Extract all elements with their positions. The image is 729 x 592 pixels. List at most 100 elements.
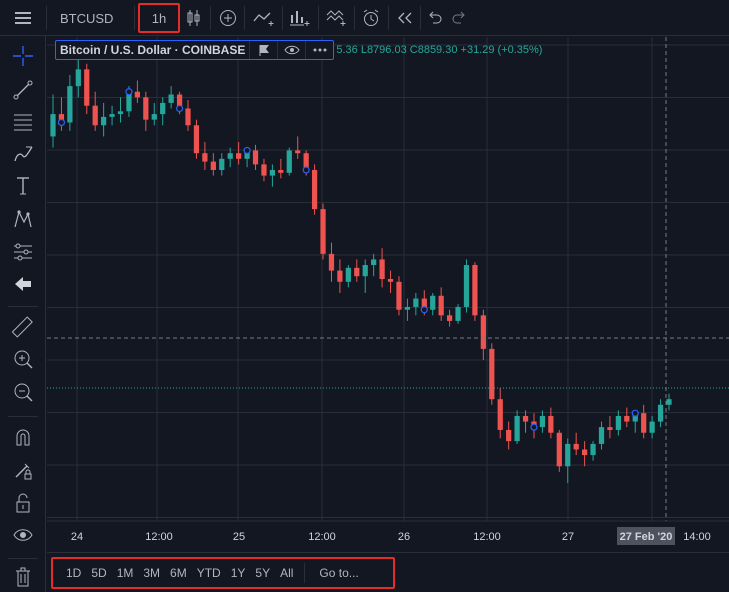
candle-72: [657, 399, 664, 428]
time-axis-label-3: 12:00: [308, 531, 336, 543]
add-indicator-icon[interactable]: [214, 0, 242, 36]
trendline-icon[interactable]: [0, 73, 46, 107]
crosshair-time-label: 27 Feb '20: [620, 531, 673, 543]
price-chart[interactable]: 24 12:00 25 12:00 26 12:00 27 14:00 27 Feb '20: [47, 37, 729, 549]
undo-icon[interactable]: [424, 0, 446, 36]
candle-58: [539, 410, 546, 433]
brush-icon[interactable]: [0, 137, 46, 171]
interval-label: 1h: [151, 10, 167, 26]
indicators-icon[interactable]: [284, 0, 316, 36]
ohlc-values: 5.36 L8796.03 C8859.30 +31.29 (+0.35%): [336, 44, 543, 56]
candle-body: [244, 150, 250, 159]
magnet-icon[interactable]: [0, 420, 46, 454]
fib-icon[interactable]: [0, 105, 46, 139]
drawing-toolbar: [0, 36, 46, 592]
chart-canvas[interactable]: 24 12:00 25 12:00 26 12:00 27 14:00 27 Feb '20: [47, 37, 729, 549]
symbol-description: Bitcoin / U.S. Dollar · COINBASE: [60, 43, 246, 57]
replay-icon[interactable]: [392, 0, 418, 36]
candle-body: [101, 116, 107, 126]
candle-20: [219, 153, 225, 176]
eye-icon[interactable]: [277, 41, 305, 59]
range-button-1d[interactable]: 1D: [66, 566, 82, 580]
range-button-5d[interactable]: 5D: [91, 566, 107, 580]
trash-icon[interactable]: [0, 560, 46, 592]
candle-body: [84, 69, 90, 106]
interval-button[interactable]: 1h: [138, 3, 180, 33]
range-button-6m[interactable]: 6M: [170, 566, 187, 580]
event-marker-6: [530, 423, 538, 431]
ruler-icon[interactable]: [0, 310, 46, 344]
candle-52: [489, 343, 495, 405]
goto-date-button[interactable]: Go to...: [304, 563, 359, 583]
candle-body: [387, 279, 394, 282]
candle-37: [362, 259, 368, 293]
range-button-all[interactable]: All: [280, 566, 294, 580]
candle-64: [590, 441, 596, 461]
candle-body: [176, 94, 183, 109]
event-marker-1: [125, 88, 133, 96]
candle-body: [58, 114, 65, 123]
range-button-3m[interactable]: 3M: [143, 566, 161, 580]
flag-icon[interactable]: [249, 41, 277, 59]
candle-body: [143, 97, 149, 120]
candle-47: [446, 309, 453, 327]
compare-icon[interactable]: [248, 0, 280, 36]
candle-body: [598, 427, 605, 444]
range-button-5y[interactable]: 5Y: [255, 566, 271, 580]
candle-42: [404, 298, 411, 321]
eye-icon[interactable]: [0, 518, 46, 552]
candle-71: [649, 415, 655, 439]
candle-body: [362, 265, 368, 277]
time-axis-label-1: 12:00: [145, 531, 173, 543]
range-button-ytd[interactable]: YTD: [196, 566, 221, 580]
candle-body: [252, 150, 259, 165]
candle-body: [455, 306, 461, 321]
range-button-1m[interactable]: 1M: [116, 566, 134, 580]
event-marker-0: [57, 118, 66, 127]
candle-body: [126, 91, 132, 112]
candle-body: [295, 150, 301, 154]
redo-icon[interactable]: [448, 0, 470, 36]
event-marker-3: [243, 146, 251, 155]
candle-70: [641, 404, 647, 439]
candle-body: [463, 265, 470, 307]
event-marker-2: [175, 104, 184, 113]
more-icon[interactable]: [305, 41, 333, 59]
text-icon[interactable]: [0, 169, 46, 203]
candle-body: [168, 94, 174, 103]
menu-icon[interactable]: [0, 0, 46, 36]
zoom-in-icon[interactable]: [0, 342, 46, 376]
candle-31: [311, 164, 318, 215]
pattern-icon[interactable]: [0, 202, 46, 236]
lock-icon[interactable]: [0, 486, 46, 520]
prediction-icon[interactable]: [0, 235, 46, 269]
candle-24: [252, 144, 259, 170]
candle-54: [506, 421, 512, 450]
legend-title-box[interactable]: Bitcoin / U.S. Dollar · COINBASE: [55, 40, 335, 60]
candles-icon[interactable]: [182, 0, 206, 36]
lock-drawings-icon[interactable]: [0, 453, 46, 487]
crosshair-icon[interactable]: [0, 39, 46, 73]
candle-19: [210, 153, 216, 176]
candle-body: [430, 295, 436, 310]
candle-body: [337, 270, 343, 282]
crosshair-time-tag: [617, 527, 675, 545]
templates-icon[interactable]: [320, 0, 352, 36]
candle-body: [548, 415, 554, 433]
candle-63: [582, 441, 588, 467]
symbol-search-button[interactable]: BTCUSD: [54, 0, 124, 36]
time-axis: 24 12:00 25 12:00 26 12:00 27 14:00 27 Feb '20: [47, 520, 729, 549]
time-axis-label-0: 24: [71, 531, 83, 543]
candle-65: [598, 421, 605, 450]
zoom-out-icon[interactable]: [0, 375, 46, 409]
candle-body: [641, 413, 647, 433]
range-button-1y[interactable]: 1Y: [230, 566, 246, 580]
candle-62: [573, 432, 579, 456]
time-axis-label-5: 12:00: [473, 531, 501, 543]
candle-body: [328, 253, 335, 271]
alert-icon[interactable]: [356, 0, 386, 36]
candle-body: [472, 265, 478, 316]
candle-body: [278, 169, 284, 173]
back-arrow-icon[interactable]: [0, 267, 46, 301]
candle-body: [50, 114, 56, 137]
